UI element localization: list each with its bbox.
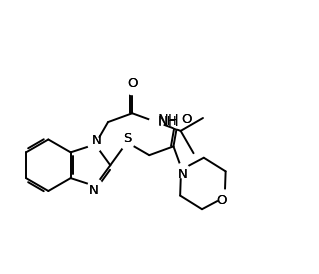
Text: S: S bbox=[123, 132, 131, 145]
Text: N: N bbox=[88, 184, 98, 197]
Text: N: N bbox=[88, 184, 98, 197]
Circle shape bbox=[120, 135, 134, 149]
Text: N: N bbox=[178, 168, 188, 181]
Text: NH: NH bbox=[158, 114, 179, 129]
Text: N: N bbox=[92, 134, 102, 147]
Text: O: O bbox=[182, 113, 192, 126]
Circle shape bbox=[125, 81, 139, 95]
Text: N: N bbox=[178, 168, 188, 181]
Text: NH: NH bbox=[158, 115, 177, 128]
Text: S: S bbox=[123, 132, 131, 145]
Circle shape bbox=[88, 179, 102, 193]
Text: O: O bbox=[127, 77, 137, 90]
Circle shape bbox=[175, 164, 189, 178]
Text: O: O bbox=[182, 113, 192, 126]
Circle shape bbox=[149, 115, 164, 129]
Circle shape bbox=[218, 190, 232, 204]
Circle shape bbox=[171, 114, 185, 128]
Text: O: O bbox=[216, 194, 226, 207]
Text: O: O bbox=[127, 77, 137, 90]
Circle shape bbox=[88, 137, 102, 152]
Text: N: N bbox=[92, 134, 102, 147]
Text: O: O bbox=[216, 194, 226, 207]
